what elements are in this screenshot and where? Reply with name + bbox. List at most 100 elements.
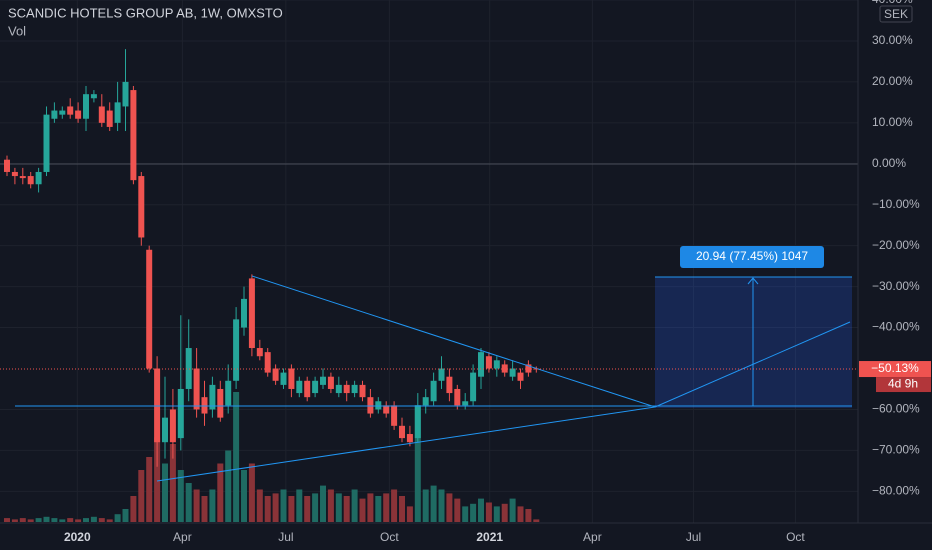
volume-bar: [525, 509, 532, 522]
currency: SEK: [884, 7, 908, 21]
volume-bar: [162, 463, 169, 522]
volume-bar: [90, 516, 97, 522]
candle-body: [446, 376, 453, 394]
volume-bar: [312, 493, 319, 522]
candle-body: [493, 360, 500, 369]
chart-title: SCANDIC HOTELS GROUP AB, 1W, OMXSTO: [8, 5, 283, 20]
volume-bar: [51, 518, 58, 522]
volume-bar: [485, 502, 492, 522]
volume-bar: [217, 463, 224, 522]
x-tick-label: 2020: [64, 530, 91, 544]
candle-body: [312, 380, 319, 394]
candle-body: [138, 176, 145, 238]
candle-body: [59, 110, 66, 115]
candle-body: [430, 380, 437, 402]
countdown-box: [876, 377, 931, 393]
candle-body: [343, 384, 350, 394]
volume-bar: [272, 493, 279, 522]
volume-bar: [517, 506, 524, 522]
arrow-head: [747, 277, 759, 285]
volume-bar: [185, 483, 192, 522]
currency-box: [879, 5, 913, 23]
x-tick-label: Apr: [583, 530, 602, 544]
candle-body: [478, 352, 485, 377]
volume-bar: [59, 519, 66, 522]
candle-body: [414, 405, 421, 439]
candle-body: [248, 278, 255, 349]
candle-body: [67, 106, 74, 115]
candle-body: [201, 397, 208, 414]
y-tick-label: 30.00%: [872, 33, 913, 47]
volume-bar: [248, 463, 255, 522]
candle-body: [19, 176, 26, 179]
candle-body: [217, 388, 224, 418]
subtitle: Vol: [8, 23, 26, 38]
volume-bar: [11, 519, 18, 522]
candle-body: [177, 388, 184, 439]
volume-bar: [446, 493, 453, 522]
candle-body: [193, 368, 200, 410]
candle-body: [399, 425, 406, 439]
volume-bar: [280, 489, 287, 522]
volume-bar: [98, 518, 105, 522]
candle-body: [517, 372, 524, 381]
candle-body: [525, 364, 532, 373]
volume-bar: [130, 496, 137, 522]
volume-bar: [177, 470, 184, 522]
volume-bar: [375, 496, 382, 522]
y-tick-label: 10.00%: [872, 115, 913, 129]
candle-body: [43, 114, 50, 172]
volume-bar: [454, 498, 461, 522]
volume-bar: [383, 493, 390, 522]
volume-bar: [67, 518, 74, 522]
candle-body: [241, 298, 248, 328]
volume-bar: [430, 485, 437, 522]
candle-body: [11, 171, 18, 177]
candle-body: [533, 368, 540, 370]
volume-bar: [501, 503, 508, 522]
measure-label-box: [680, 246, 824, 268]
candle-body: [83, 94, 90, 119]
candle-body: [485, 356, 492, 369]
x-tick-label: Oct: [786, 530, 805, 544]
x-tick-label: 2021: [476, 530, 503, 544]
y-tick-label: −30.00%: [872, 279, 920, 293]
candle-body: [351, 384, 358, 394]
volume-bar: [304, 496, 311, 522]
x-tick-label: Oct: [380, 530, 399, 544]
y-tick-label: 20.00%: [872, 74, 913, 88]
volume-bar: [154, 437, 161, 522]
y-tick-label: −70.00%: [872, 443, 920, 457]
candle-body: [335, 384, 342, 394]
volume-bar: [106, 519, 113, 522]
candles: [3, 49, 540, 467]
candle-body: [272, 368, 279, 381]
volume-bar: [122, 509, 129, 522]
volume-bar: [288, 496, 295, 522]
candle-body: [438, 368, 445, 381]
measure-label: 20.94 (77.45%) 1047: [696, 249, 808, 263]
price-axis: [858, 0, 932, 550]
candle-body: [288, 368, 295, 389]
volume-bar: [169, 444, 176, 522]
candle-body: [3, 159, 10, 172]
countdown: 4d 9h: [888, 377, 918, 391]
y-tick-label: −80.00%: [872, 484, 920, 498]
ticks: 40.00% 30.00% 20.00% 10.00% 0.00% −10.00% −20.…: [64, 0, 920, 544]
candle-body: [75, 110, 82, 119]
candle-body: [280, 372, 287, 385]
volume-bar: [138, 470, 145, 522]
volume-bar: [19, 518, 26, 522]
candle-body: [130, 90, 137, 181]
y-tick-label: 40.00%: [872, 0, 913, 6]
candle-body: [383, 405, 390, 414]
x-tick-label: Apr: [173, 530, 192, 544]
candle-body: [320, 376, 327, 385]
y-tick-label: −10.00%: [872, 197, 920, 211]
volume-bar: [438, 489, 445, 522]
trend-line: [251, 275, 656, 408]
volume-bar: [509, 498, 516, 522]
x-tick-label: Jul: [686, 530, 701, 544]
